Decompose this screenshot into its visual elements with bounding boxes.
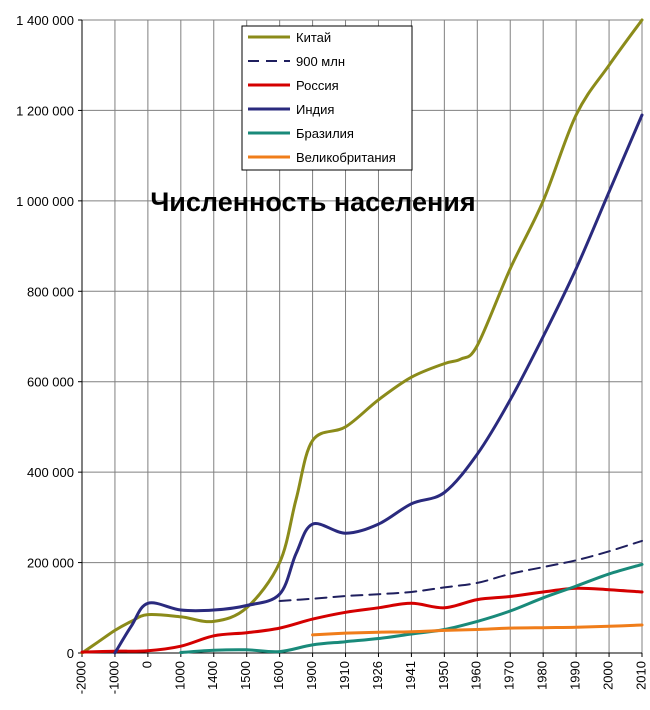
series-line-2 (278, 539, 643, 602)
x-tick-label: 1926 (370, 661, 385, 690)
y-tick-label: 0 (67, 646, 74, 661)
x-tick-label: 1990 (568, 661, 583, 690)
y-tick-label: 400 000 (27, 465, 74, 480)
x-tick-label: 1500 (238, 661, 253, 690)
x-tick-label: 1900 (304, 661, 319, 690)
x-tick-label: 1970 (502, 661, 517, 690)
y-tick-label: 200 000 (27, 556, 74, 571)
legend-label-1: Китай (296, 30, 331, 45)
grid (81, 19, 643, 654)
series-line-5 (179, 562, 644, 654)
x-tick-label: -2000 (73, 661, 88, 694)
x-axis: -2000 -1000 0 1000 1400 1500 1600 1900 1910 1926 1… (73, 653, 648, 694)
x-tick-label: 2010 (633, 661, 648, 690)
legend-label-4: Индия (296, 102, 334, 117)
y-tick-label: 1 200 000 (16, 103, 74, 118)
series-line-6 (311, 623, 644, 637)
y-tick-label: 1 400 000 (16, 13, 74, 28)
x-tick-label: -1000 (106, 661, 121, 694)
x-tick-label: 1980 (535, 661, 550, 690)
x-tick-label: 1941 (403, 661, 418, 690)
x-tick-label: 1600 (271, 661, 286, 690)
series-line-1 (80, 18, 644, 655)
y-tick-label: 600 000 (27, 375, 74, 390)
y-tick-label: 800 000 (27, 284, 74, 299)
y-axis: 0 200 000 400 000 600 000 800 000 1 000 000 1 … (16, 13, 82, 661)
legend-box (241, 25, 413, 171)
x-tick-label: 0 (139, 661, 154, 668)
x-tick-label: 1910 (337, 661, 352, 690)
x-tick-label: 1960 (469, 661, 484, 690)
legend-label-6: Великобритания (296, 150, 396, 165)
x-tick-label: 1950 (436, 661, 451, 690)
legend: Китай 900 млн Россия Индия Бразилия Великобри… (241, 25, 413, 171)
legend-label-2: 900 млн (296, 54, 345, 69)
y-tick-label: 1 000 000 (16, 194, 74, 209)
x-tick-label: 1400 (205, 661, 220, 690)
x-tick-label: 1000 (172, 661, 187, 690)
series-layer (80, 18, 644, 655)
legend-label-5: Бразилия (296, 126, 354, 141)
series-line-4 (113, 113, 644, 655)
chart-title: Численность населения (150, 187, 475, 217)
series-line-3 (80, 586, 644, 654)
x-tick-label: 2000 (600, 661, 615, 690)
legend-label-3: Россия (296, 78, 339, 93)
